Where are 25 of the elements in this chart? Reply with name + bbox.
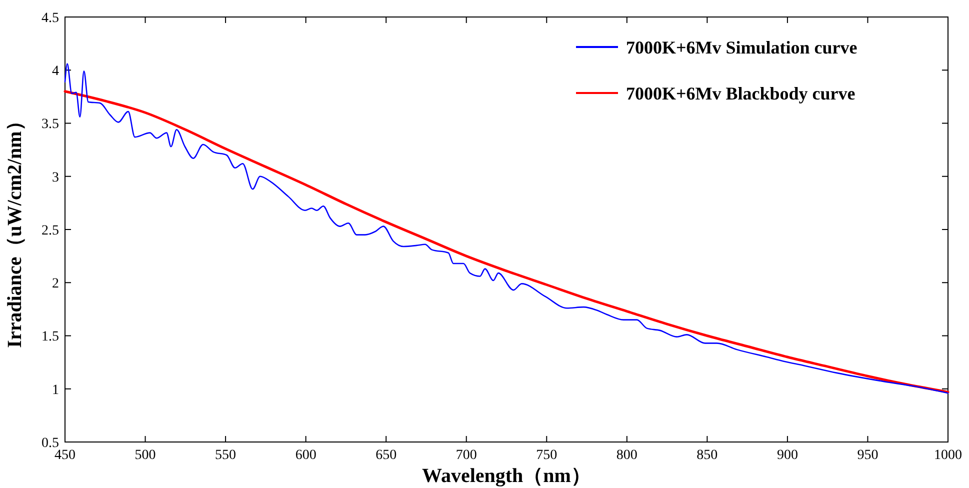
x-tick-label: 700	[456, 448, 477, 463]
x-tick-label: 550	[215, 448, 236, 463]
y-tick-label: 2.5	[42, 223, 59, 238]
x-tick-label: 650	[376, 448, 397, 463]
x-tick-label: 900	[776, 448, 798, 463]
y-tick-label: 1.5	[42, 330, 59, 345]
y-tick-label: 3.5	[42, 117, 59, 132]
x-tick-label: 600	[295, 448, 316, 463]
x-tick-label: 800	[616, 448, 638, 463]
y-axis-title: Irradiance（uW/cm2/nm）	[4, 111, 26, 348]
x-tick-label: 500	[134, 448, 156, 463]
legend-label: 7000K+6Mv Simulation curve	[626, 37, 858, 58]
x-tick-label: 450	[54, 448, 76, 463]
x-tick-label: 950	[857, 448, 878, 463]
y-tick-label: 2	[52, 276, 59, 292]
y-tick-label: 1	[52, 382, 59, 398]
y-tick-label: 4.5	[42, 10, 59, 26]
y-tick-label: 3	[52, 170, 59, 186]
legend-label: 7000K+6Mv Blackbody curve	[626, 83, 856, 104]
x-axis-title: Wavelength（nm）	[422, 465, 591, 487]
x-tick-label: 850	[696, 448, 718, 463]
x-tick-label: 750	[536, 448, 558, 463]
y-tick-label: 4	[52, 64, 59, 80]
x-tick-label: 1000	[934, 448, 962, 463]
y-tick-label: 0.5	[42, 436, 59, 451]
